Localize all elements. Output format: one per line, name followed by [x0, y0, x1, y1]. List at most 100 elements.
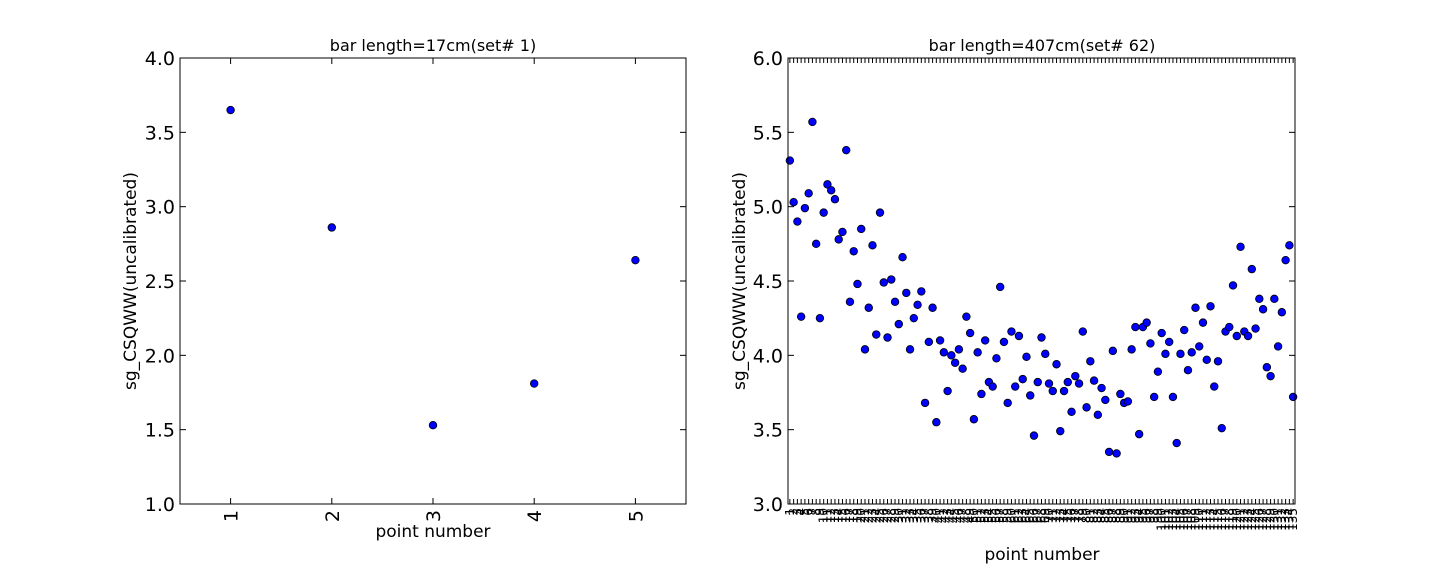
right-x-tick-label: 49 — [963, 508, 977, 523]
right-chart-title: bar length=407cm(set# 62) — [929, 36, 1156, 55]
right-x-tick-label: 42 — [937, 508, 951, 523]
right-data-point — [1097, 383, 1106, 393]
right-data-point — [793, 217, 802, 226]
left-data-point — [327, 223, 336, 232]
right-x-tick-label: 53 — [978, 508, 992, 523]
right-x-tick-label: 5 — [798, 508, 812, 516]
right-x-tick-label: 17 — [843, 508, 857, 523]
right-x-tick-label: 54 — [982, 508, 996, 523]
right-data-point — [1037, 333, 1046, 342]
right-x-tick-label: 126 — [1252, 508, 1266, 531]
right-x-tick-label: 67 — [1031, 508, 1045, 523]
right-data-point — [1195, 342, 1204, 351]
right-data-point — [1142, 318, 1151, 327]
left-x-axis-label: point number — [375, 522, 490, 542]
right-x-tick-label: 99 — [1151, 508, 1165, 523]
right-data-point — [890, 297, 900, 307]
right-data-point — [853, 279, 862, 289]
right-data-point — [913, 300, 922, 309]
right-data-point — [1288, 392, 1298, 402]
right-x-tick-label: 59 — [1001, 508, 1015, 523]
right-data-point — [1063, 377, 1072, 387]
right-data-point — [815, 313, 825, 323]
right-x-tick-label: 20 — [854, 508, 868, 523]
right-y-tick-label: 3.5 — [753, 420, 783, 442]
right-x-tick-label: 31 — [896, 508, 910, 523]
right-data-point — [1116, 389, 1125, 399]
right-data-point — [819, 208, 828, 217]
right-data-point — [1078, 327, 1088, 336]
right-x-tick-label: 127 — [1256, 508, 1270, 531]
right-data-point — [954, 345, 964, 354]
right-x-tick-label: 33 — [903, 508, 917, 523]
right-data-point — [808, 117, 817, 127]
right-data-point — [920, 398, 930, 408]
right-x-tick-label: 74 — [1057, 508, 1071, 523]
right-x-tick-label: 28 — [884, 508, 898, 523]
right-x-tick-label: 93 — [1128, 508, 1142, 523]
right-x-tick-label: 128 — [1260, 508, 1274, 531]
right-x-tick-label: 11 — [820, 508, 834, 523]
right-data-point — [1101, 395, 1110, 405]
right-plot-frame — [787, 57, 1296, 505]
right-data-point — [1104, 447, 1114, 457]
right-data-point — [1164, 337, 1174, 347]
right-data-point — [1270, 294, 1279, 304]
right-x-tick-label: 119 — [1226, 508, 1240, 531]
right-data-point — [1041, 349, 1050, 359]
right-x-tick-label: 60 — [1004, 508, 1018, 523]
right-x-tick-label: 79 — [1076, 508, 1090, 523]
right-x-tick-label: 120 — [1230, 508, 1244, 531]
right-x-tick-label: 100 — [1155, 508, 1169, 531]
right-data-point — [838, 227, 847, 237]
right-plot-area: 3.03.54.04.55.05.56.01234567891011121314… — [753, 48, 1300, 531]
right-y-tick-label: 5.0 — [753, 197, 783, 219]
right-x-tick-label: 15 — [835, 508, 849, 523]
right-x-tick-label: 71 — [1046, 508, 1060, 523]
right-data-point — [845, 297, 855, 307]
right-data-point — [943, 386, 952, 396]
right-data-point — [1127, 345, 1136, 354]
right-data-point — [1026, 391, 1035, 400]
right-x-tick-label: 1 — [783, 508, 797, 516]
left-plot-frame — [179, 57, 687, 505]
right-x-tick-label: 36 — [914, 508, 928, 523]
right-x-tick-label: 131 — [1271, 508, 1285, 531]
right-x-tick-label: 102 — [1162, 508, 1176, 531]
right-data-point — [1285, 241, 1294, 250]
right-x-tick-label: 121 — [1234, 508, 1248, 531]
right-data-point — [1146, 339, 1155, 348]
right-data-point — [887, 275, 896, 284]
right-data-point — [935, 336, 945, 345]
right-x-tick-label: 48 — [959, 508, 973, 523]
right-data-point — [804, 189, 813, 198]
right-data-point — [1172, 438, 1181, 448]
right-data-point — [826, 186, 836, 195]
right-data-point — [1011, 382, 1020, 391]
right-data-point — [811, 239, 821, 249]
left-data-point — [631, 255, 640, 265]
right-data-point — [1161, 349, 1170, 359]
right-x-tick-label: 50 — [967, 508, 981, 523]
right-x-tick-label: 19 — [850, 508, 864, 523]
right-data-point — [789, 198, 798, 207]
right-data-point — [1243, 331, 1253, 341]
right-x-tick-label: 52 — [974, 508, 988, 523]
right-data-point — [1183, 366, 1193, 375]
right-data-point — [1112, 449, 1121, 458]
right-x-tick-label: 123 — [1241, 508, 1255, 531]
right-data-point — [962, 312, 971, 321]
right-data-point — [1210, 382, 1219, 391]
right-x-tick-label: 7 — [805, 508, 819, 516]
right-data-point — [999, 337, 1009, 347]
right-x-tick-label: 132 — [1275, 508, 1289, 531]
right-data-point — [1071, 371, 1080, 381]
left-chart: bar length=17cm(set# 1) 1.0 1.5 2.0 2.5 3.0 3… — [121, 36, 687, 542]
right-x-tick-label: 83 — [1091, 508, 1105, 523]
right-x-tick-label: 91 — [1121, 508, 1135, 523]
right-data-point — [1213, 357, 1223, 366]
right-data-point — [905, 345, 915, 354]
right-x-tick-label: 73 — [1053, 508, 1067, 523]
